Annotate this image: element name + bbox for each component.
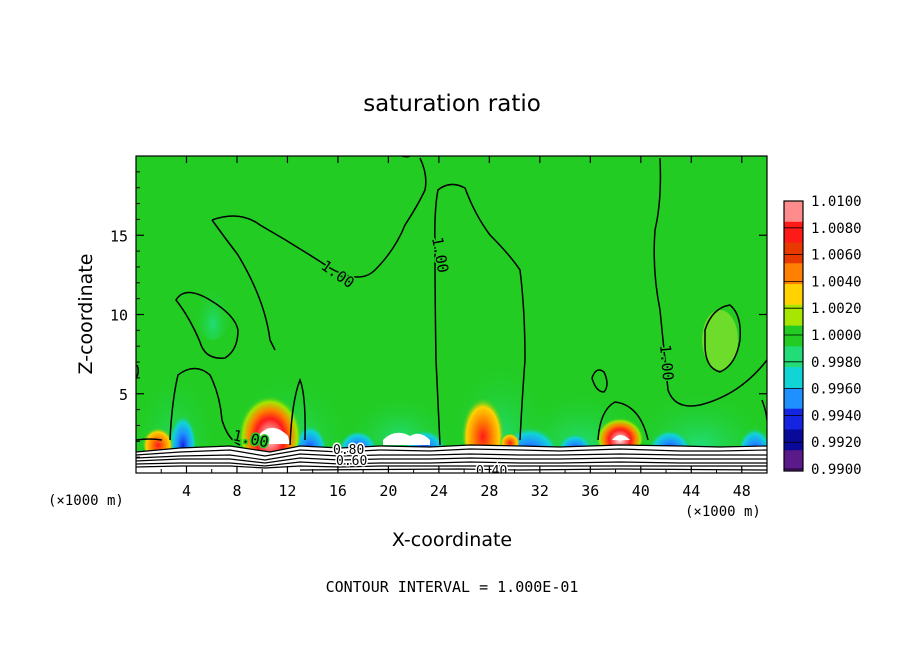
colorbar-swatch [784,450,803,472]
contour-label: 0.60 [336,454,367,469]
colorbar-swatch [784,284,803,306]
supersaturated-regions [142,260,738,467]
colorbar-label: 1.0000 [811,328,862,344]
x-tick-label: 28 [480,482,498,500]
contour-label: 0.80 [333,443,364,458]
colorbar-label: 0.9940 [811,408,862,424]
clear-patch [383,432,430,445]
contour-label: 1.00 [428,236,452,275]
colorbar-label: 1.0040 [811,274,862,290]
colorbar-label: 0.9960 [811,382,862,398]
plot-area: 1.00 1.00 1.00 1.00 0.80 0.60 0.40 [136,156,767,479]
x-unit-left: (×1000 m) [48,493,124,509]
x-tick-label: 8 [232,482,241,500]
y-tick-label: 10 [110,307,128,325]
colorbar-label: 1.0080 [811,221,862,237]
clear-patch [612,435,630,440]
x-tick-label: 24 [430,482,448,500]
terrain-contours [136,444,767,471]
colorbar-swatch [784,408,803,430]
clear-patch [255,427,290,444]
colorbar-swatch [784,387,803,410]
x-tick-label: 36 [581,482,599,500]
contour-label: 1.00 [656,344,677,382]
colorbar-label: 1.0020 [811,301,862,317]
y-tick-label: 5 [119,386,128,404]
colorbar-swatch [784,304,803,327]
x-tick-label: 12 [278,482,296,500]
x-unit-right: (×1000 m) [685,504,761,520]
colorbar-swatch [784,201,803,223]
x-axis-label: X-coordinate [392,529,512,551]
colorbar: 1.0100 1.0080 1.0060 1.0040 1.0020 1.0000 0.99… [783,194,862,478]
colorbar-label: 1.0100 [811,194,862,210]
chart-title: saturation ratio [363,91,541,117]
colorbar-swatch [784,367,803,389]
x-tick-label: 48 [733,482,751,500]
colorbar-label: 0.9920 [811,435,862,451]
contour-lines [136,156,767,446]
x-tick-label: 20 [379,482,397,500]
x-tick-label: 40 [632,482,650,500]
colorbar-swatch [784,325,803,347]
colorbar-label: 0.9900 [811,462,862,478]
colorbar-swatch [784,242,803,264]
colorbar-swatch [784,221,803,244]
y-axis-label: Z-coordinate [75,254,97,375]
colorbar-swatch [784,429,803,451]
colorbar-label: 1.0060 [811,248,862,264]
y-tick-label: 15 [110,227,128,245]
x-axis: 4 8 12 16 20 24 28 32 36 40 44 48 [160,156,751,500]
colorbar-swatch [784,263,803,285]
contour-label: 0.40 [476,464,507,479]
x-tick-label: 44 [682,482,700,500]
colorbar-label: 0.9980 [811,355,862,371]
x-tick-label: 32 [531,482,549,500]
colorbar-swatch [784,346,803,368]
y-axis: 5 10 15 [110,171,767,458]
x-tick-label: 4 [182,482,191,500]
contour-interval-note: CONTOUR INTERVAL = 1.000E-01 [326,578,579,596]
x-tick-label: 16 [329,482,347,500]
